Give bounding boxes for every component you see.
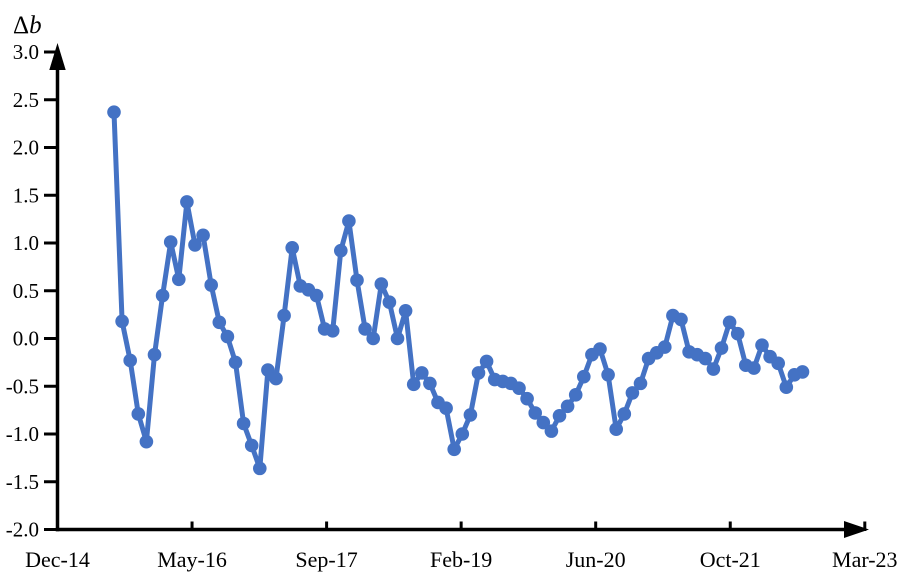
- x-axis-tick-label: Dec-14: [25, 547, 90, 572]
- data-point: [722, 315, 737, 330]
- data-point: [180, 195, 194, 209]
- data-point: [269, 371, 283, 386]
- data-point: [309, 288, 324, 303]
- data-point: [285, 240, 300, 255]
- data-point: [706, 362, 721, 376]
- data-point: [609, 422, 623, 437]
- data-point: [544, 424, 559, 438]
- data-point: [714, 341, 729, 355]
- data-point: [236, 416, 251, 431]
- data-point: [439, 401, 453, 416]
- x-axis-tick-label: May-16: [157, 547, 227, 572]
- data-point: [479, 354, 494, 369]
- y-axis-tick-label: 1.0: [13, 231, 39, 255]
- data-point: [755, 338, 769, 352]
- data-point: [406, 377, 421, 392]
- x-axis-tick-label: Sep-17: [295, 547, 357, 572]
- y-axis-tick-label: 0.5: [13, 279, 39, 303]
- data-point: [771, 356, 785, 371]
- data-point: [698, 351, 713, 366]
- data-point: [147, 347, 162, 362]
- data-point: [155, 288, 170, 303]
- data-point: [374, 277, 389, 291]
- data-point: [633, 376, 648, 391]
- data-point: [593, 342, 607, 356]
- data-point: [415, 366, 429, 380]
- data-point: [115, 314, 129, 329]
- data-point: [188, 238, 202, 252]
- data-point: [220, 329, 235, 344]
- data-point: [277, 308, 291, 323]
- x-axis-tick-label: Feb-19: [430, 547, 492, 572]
- data-point: [730, 326, 745, 341]
- data-point: [528, 406, 542, 420]
- data-point: [560, 399, 575, 414]
- data-point: [423, 376, 437, 391]
- data-point: [163, 235, 178, 249]
- data-point: [674, 312, 688, 327]
- data-point: [520, 391, 534, 406]
- data-point: [252, 461, 267, 476]
- data-point: [625, 386, 640, 400]
- data-point: [390, 331, 405, 346]
- data-point: [512, 381, 526, 395]
- y-axis-tick-label: -1.0: [6, 422, 39, 446]
- data-point: [577, 369, 591, 384]
- data-point: [617, 407, 632, 421]
- data-point: [398, 304, 413, 318]
- data-point: [350, 273, 364, 288]
- x-axis-tick-label: Jun-20: [566, 547, 626, 572]
- data-point: [779, 380, 794, 395]
- x-axis-arrow: [844, 521, 869, 538]
- data-point: [212, 315, 227, 330]
- data-point: [455, 427, 470, 441]
- y-axis-tick-label: 2.0: [13, 136, 39, 160]
- series-line: [111, 109, 805, 471]
- data-point: [107, 105, 121, 119]
- data-point: [536, 415, 551, 430]
- data-point: [568, 388, 583, 402]
- data-point: [172, 272, 186, 287]
- data-point: [382, 295, 397, 310]
- y-axis-arrow: [49, 43, 66, 70]
- data-point: [463, 408, 478, 422]
- data-point: [342, 214, 356, 228]
- data-point: [228, 355, 243, 370]
- data-point: [795, 365, 810, 379]
- data-point: [471, 366, 486, 380]
- data-point: [139, 434, 154, 449]
- data-point: [244, 438, 259, 453]
- y-axis-tick-label: -2.0: [6, 518, 39, 542]
- y-axis-tick-label: -0.5: [6, 374, 39, 398]
- data-point: [261, 363, 275, 377]
- y-axis-title: Δb: [13, 12, 42, 39]
- data-point: [123, 353, 137, 368]
- data-point: [358, 322, 372, 336]
- data-point: [366, 331, 381, 346]
- y-axis-tick-label: 1.5: [13, 183, 39, 207]
- data-point: [204, 278, 218, 292]
- data-point: [658, 340, 672, 354]
- data-point: [196, 228, 210, 243]
- y-axis-tick-label: -1.5: [6, 470, 39, 494]
- data-point: [334, 243, 348, 258]
- data-point: [131, 407, 146, 421]
- data-point: [601, 367, 615, 382]
- data-point: [552, 409, 567, 423]
- y-axis-tick-label: 0.0: [13, 327, 39, 351]
- data-point: [447, 442, 462, 457]
- data-point: [747, 361, 761, 375]
- x-axis-tick-label: Oct-21: [700, 547, 761, 572]
- y-axis-tick-label: 3.0: [13, 40, 39, 64]
- y-axis-tick-label: 2.5: [13, 88, 39, 112]
- x-axis-tick-label: Mar-23: [832, 547, 898, 572]
- data-point: [325, 324, 340, 338]
